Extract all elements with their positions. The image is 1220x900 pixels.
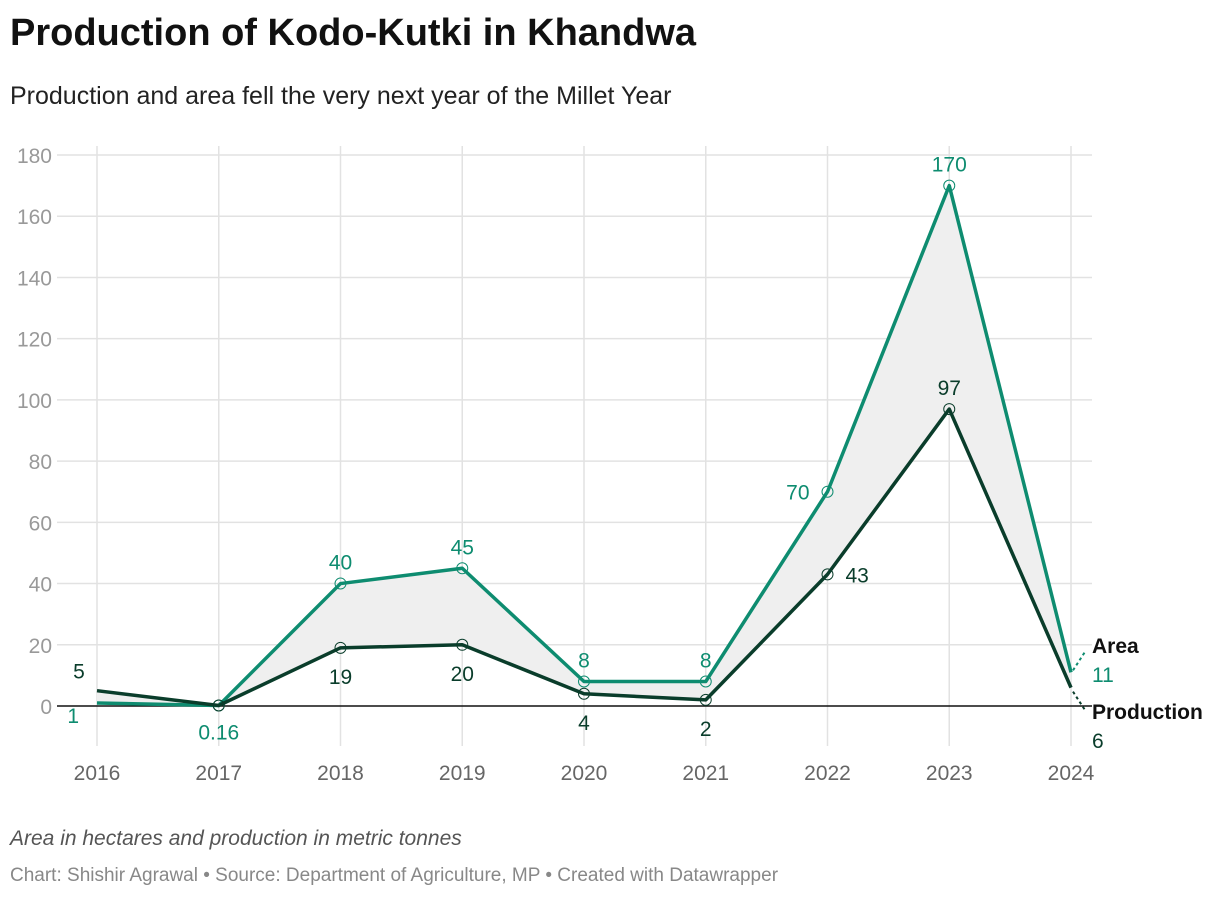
y-tick-label: 120 [17,329,52,352]
area-between-fill [97,185,1071,706]
area-point [456,562,469,575]
production-data-label: 19 [329,666,352,689]
area-data-label: 8 [578,650,590,673]
footnote: Area in hectares and production in metri… [10,827,462,850]
x-tick-label: 2017 [195,762,242,785]
area-point [578,675,590,688]
y-tick-label: 100 [17,390,52,413]
area-data-label: 45 [451,536,474,559]
area-point [821,485,834,498]
production-data-label: 2 [700,718,712,741]
area-last-value: 11 [1092,664,1114,687]
area-leader-line [1072,649,1087,671]
production-last-value: 6 [1092,730,1104,753]
y-tick-label: 0 [40,696,52,719]
y-tick-label: 40 [29,574,52,597]
production-point [943,403,956,416]
chart-subtitle: Production and area fell the very next y… [10,82,672,110]
area-data-label: 70 [786,482,809,505]
area-data-label: 40 [329,552,352,575]
production-leader-line [1072,691,1087,713]
area-data-label: 1 [67,705,79,728]
production-point [821,568,834,581]
y-tick-label: 160 [17,206,52,229]
area-line [96,183,1073,708]
x-tick-label: 2018 [317,762,364,785]
production-point [456,638,469,651]
production-data-label: 4 [578,712,590,735]
x-tick-label: 2020 [561,762,608,785]
x-tick-label: 2016 [74,762,121,785]
x-tick-label: 2024 [1048,762,1095,785]
y-tick-label: 140 [17,267,52,290]
production-data-label: 5 [73,661,85,684]
x-tick-label: 2021 [682,762,729,785]
x-tick-label: 2019 [439,762,486,785]
x-tick-label: 2022 [804,762,851,785]
production-point [212,699,225,712]
area-point [699,675,712,688]
production-data-label: 43 [846,564,869,587]
y-tick-label: 60 [29,512,52,535]
chart-title: Production of Kodo-Kutki in Khandwa [10,12,697,54]
production-point [334,641,347,654]
area-data-label: 170 [932,154,967,177]
production-line [96,407,1073,708]
area-point [334,577,347,590]
legend-production: Production [1092,701,1203,724]
production-data-label: 97 [938,377,961,400]
production-point [578,687,590,700]
y-tick-label: 20 [29,635,52,658]
credit: Chart: Shishir Agrawal • Source: Departm… [10,865,779,886]
y-tick-label: 80 [29,451,52,474]
x-tick-label: 2023 [926,762,973,785]
area-data-label: 0.16 [198,722,239,745]
area-point [943,179,956,192]
area-data-label: 8 [700,650,712,673]
y-tick-label: 180 [17,145,52,168]
legend-area: Area [1092,635,1139,658]
production-data-label: 20 [451,663,474,686]
production-point [699,693,712,706]
